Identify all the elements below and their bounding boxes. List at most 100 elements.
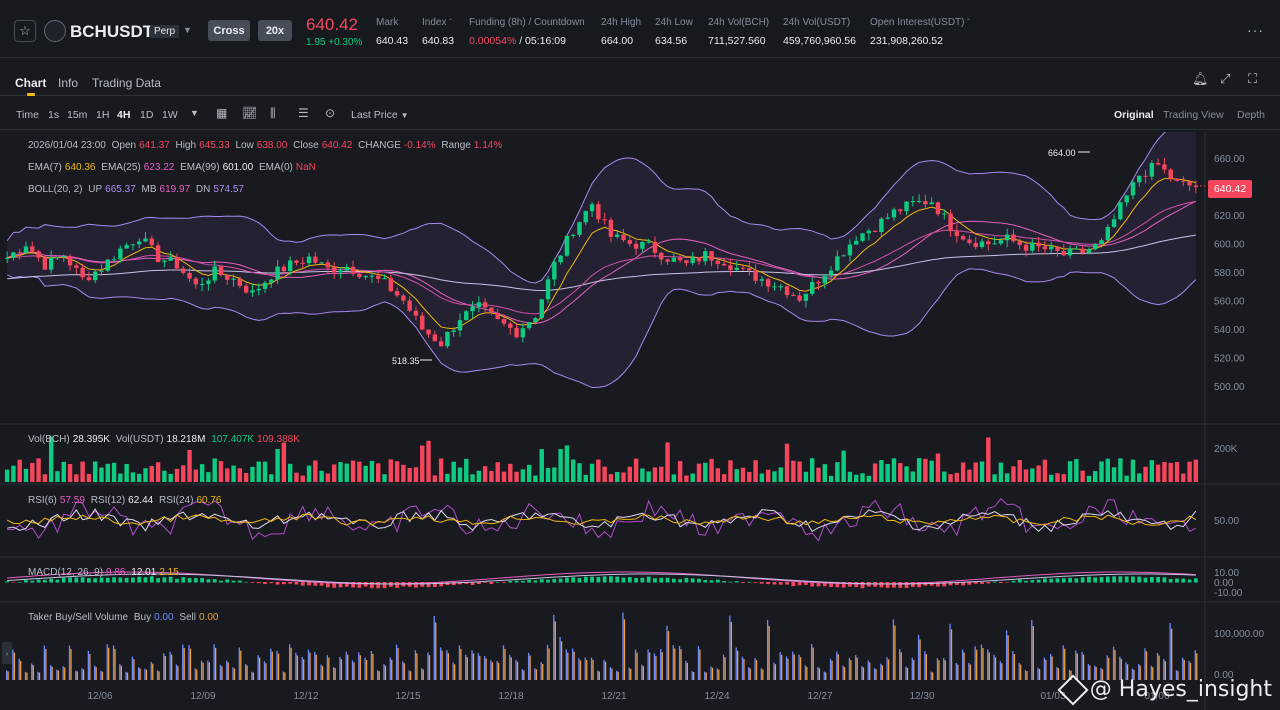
taker-sell-bar: [592, 659, 594, 680]
calendar-icon[interactable]: ▦: [216, 106, 228, 120]
volume-bar: [1017, 459, 1022, 482]
taker-buy-bar: [741, 656, 744, 680]
macd-histogram-bar: [1149, 577, 1154, 583]
candle-body: [149, 238, 155, 246]
taker-buy-bar: [207, 660, 209, 680]
tab-trading-data[interactable]: Trading Data: [92, 76, 161, 90]
view-trading-view[interactable]: Trading View: [1163, 109, 1224, 121]
macd-histogram-bar: [1187, 579, 1192, 583]
view-depth[interactable]: Depth: [1237, 109, 1266, 121]
settings-icon[interactable]: ☰: [298, 106, 309, 120]
taker-buy-bar: [899, 649, 901, 680]
candle-body: [621, 234, 626, 241]
candle-body: [181, 268, 186, 273]
volume-bar: [1187, 461, 1192, 482]
price-chart-svg[interactable]: 660.00640.00620.00600.00580.00560.00540.…: [0, 132, 1280, 710]
macd-histogram-bar: [502, 582, 506, 583]
macd-histogram-bar: [1011, 580, 1016, 583]
taker-sell-bar: [145, 669, 148, 680]
volume-bar: [1149, 460, 1155, 482]
tab-chart[interactable]: Chart: [15, 76, 47, 90]
volume-bar: [879, 460, 884, 482]
candle-body: [1036, 242, 1041, 247]
volume-bar: [753, 460, 758, 482]
collapse-arrow-icon[interactable]: ›: [2, 642, 12, 664]
interval-time[interactable]: Time: [16, 109, 39, 121]
chevron-down-icon[interactable]: ▼: [183, 25, 192, 35]
interval-1s[interactable]: 1s: [48, 109, 60, 121]
taker-sell-bar: [101, 671, 104, 680]
volume-bar: [835, 462, 840, 482]
macd-histogram-bar: [565, 577, 569, 583]
volume-bar: [218, 461, 224, 482]
favorite-star-icon[interactable]: ☆: [14, 20, 36, 42]
macd-histogram-bar: [1049, 578, 1054, 583]
symbol-name[interactable]: BCHUSDT: [70, 22, 154, 41]
candle-body: [533, 317, 538, 323]
taker-buy-bar: [244, 663, 247, 680]
margin-mode-button[interactable]: Cross: [208, 20, 250, 41]
macd-histogram-bar: [967, 582, 972, 585]
ema25-line: [7, 200, 1196, 315]
expand-icon[interactable]: ⤢: [1220, 71, 1231, 86]
candle-body: [954, 231, 960, 237]
taker-buy-bar: [314, 651, 316, 680]
leverage-button[interactable]: 20x: [258, 20, 292, 41]
volume-bar: [973, 462, 978, 482]
candle-body: [1061, 250, 1066, 256]
price-type-select[interactable]: Last Price ▼: [351, 109, 409, 121]
taker-buy-bar: [1163, 659, 1165, 680]
taker-sell-bar: [64, 667, 66, 680]
macd-histogram-bar: [810, 582, 815, 587]
interval-15m[interactable]: 15m: [67, 109, 88, 121]
macd-histogram-bar: [653, 578, 657, 583]
volume-bar: [426, 440, 431, 482]
interval-4h[interactable]: 4H: [117, 109, 131, 121]
volume-bar: [1137, 473, 1142, 482]
taker-buy-bar: [748, 667, 750, 680]
taker-buy-bar: [553, 614, 555, 680]
view-original[interactable]: Original: [1114, 109, 1154, 121]
stat-open-interest[interactable]: Open Interest(USDT) ˆ 231,908,260.52: [870, 17, 970, 47]
volume-bar: [1004, 473, 1010, 482]
volume-bar: [828, 475, 834, 482]
taker-sell-bar: [453, 664, 456, 680]
candle-body: [155, 245, 161, 263]
taker-buy-bar: [559, 636, 561, 680]
candle-type-icon[interactable]: ⫼: [270, 106, 276, 120]
taker-buy-bar: [930, 671, 932, 680]
macd-histogram-bar: [841, 582, 846, 588]
taker-sell-bar: [957, 664, 959, 680]
candle-body: [99, 270, 104, 272]
taker-sell-bar: [529, 655, 531, 680]
taker-sell-bar: [1152, 667, 1154, 680]
alert-bell-icon[interactable]: 🔔︎: [1192, 71, 1209, 86]
more-icon[interactable]: ···: [1247, 22, 1264, 38]
interval-1h[interactable]: 1H: [96, 109, 110, 121]
interval-dropdown-icon[interactable]: ▼: [190, 108, 199, 118]
macd-histogram-bar: [105, 577, 110, 583]
taker-buy-bar: [175, 664, 178, 680]
volume-bar: [652, 467, 658, 482]
candle-body: [388, 278, 394, 292]
chart-area[interactable]: 660.00640.00620.00600.00580.00560.00540.…: [0, 132, 1280, 710]
taker-buy-bar: [62, 666, 64, 680]
stat-index[interactable]: Index ˆ 640.83: [422, 17, 455, 47]
taker-sell-bar: [51, 666, 53, 680]
interval-1d[interactable]: 1D: [140, 109, 154, 121]
volume-bar: [1111, 467, 1117, 482]
macd-histogram-bar: [124, 577, 129, 583]
candle-body: [1055, 246, 1060, 251]
volume-bar: [1093, 471, 1098, 482]
candle-body: [438, 341, 444, 347]
macd-histogram-bar: [426, 582, 431, 588]
taker-buy-bar: [465, 654, 467, 680]
interval-1w[interactable]: 1W: [162, 109, 178, 121]
drawing-icon[interactable]: ⊙: [325, 106, 336, 120]
tab-info[interactable]: Info: [58, 76, 79, 90]
indicator-icon[interactable]: 📈︎: [242, 106, 258, 120]
candle-body: [17, 252, 22, 254]
macd-tick-label: 0.00: [1214, 578, 1234, 589]
macd-histogram-bar: [414, 582, 418, 588]
fullscreen-icon[interactable]: ⛶: [1248, 71, 1258, 86]
